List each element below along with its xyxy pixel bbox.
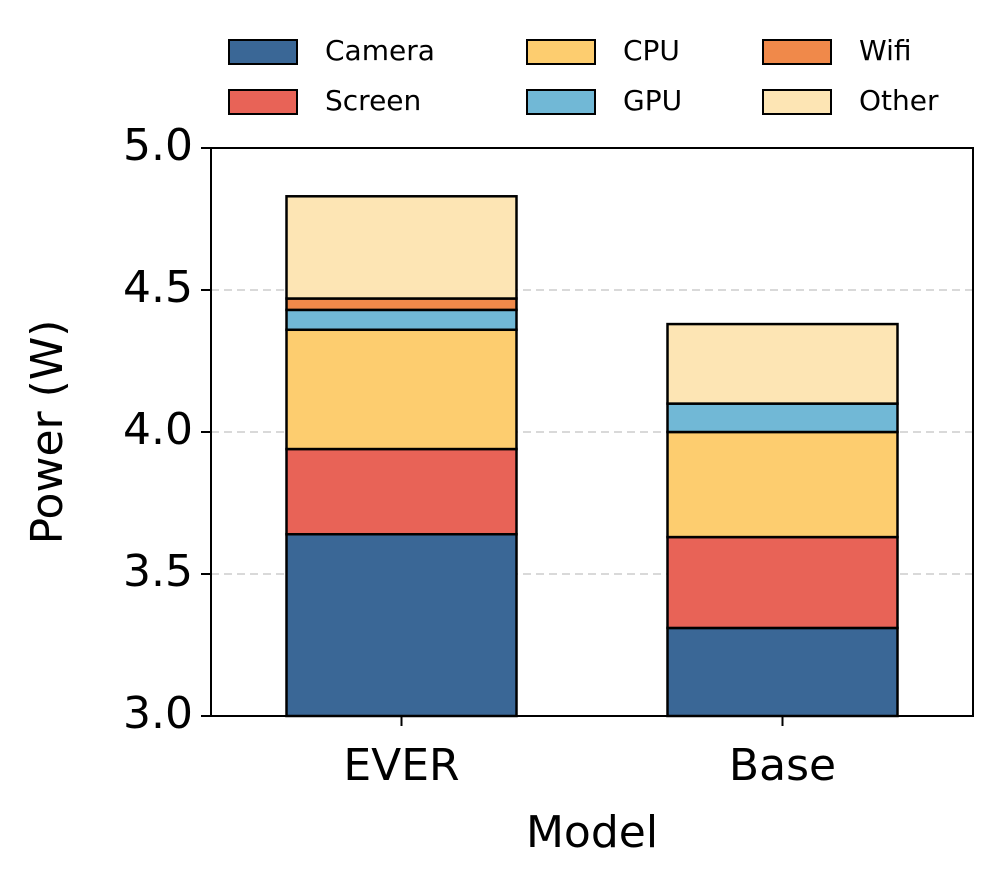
legend-label: Other	[859, 84, 939, 117]
legend-swatch	[762, 39, 832, 65]
legend-swatch	[526, 39, 596, 65]
x-axis-label: Model	[526, 807, 658, 858]
bar-segment	[666, 535, 899, 630]
legend-swatch	[228, 89, 298, 115]
bar-segment	[666, 402, 899, 434]
legend-swatch	[228, 39, 298, 65]
legend-label: Screen	[325, 84, 421, 117]
bar-segment	[285, 195, 518, 300]
y-tick-label: 4.5	[123, 262, 193, 313]
y-tick-label: 3.5	[123, 546, 193, 597]
bar-segment	[285, 447, 518, 536]
bar-segment	[666, 430, 899, 539]
legend-label: CPU	[623, 34, 680, 67]
x-tick-label: Base	[729, 740, 836, 791]
bar-segment	[285, 532, 518, 718]
bar-segment	[666, 322, 899, 405]
legend-label: GPU	[623, 84, 682, 117]
y-axis-label: Power (W)	[22, 320, 73, 545]
y-tick-label: 3.0	[123, 688, 193, 739]
y-tick-label: 4.0	[123, 404, 193, 455]
bar-segment	[285, 308, 518, 332]
y-tick-label: 5.0	[123, 120, 193, 171]
bar-segment	[666, 626, 899, 718]
legend-swatch	[526, 89, 596, 115]
legend-label: Wifi	[859, 34, 912, 67]
legend-label: Camera	[325, 34, 435, 67]
plot-frame	[210, 147, 974, 717]
bar-segment	[285, 328, 518, 451]
bar-segment	[285, 297, 518, 312]
legend-swatch	[762, 89, 832, 115]
x-tick-label: EVER	[343, 740, 459, 791]
